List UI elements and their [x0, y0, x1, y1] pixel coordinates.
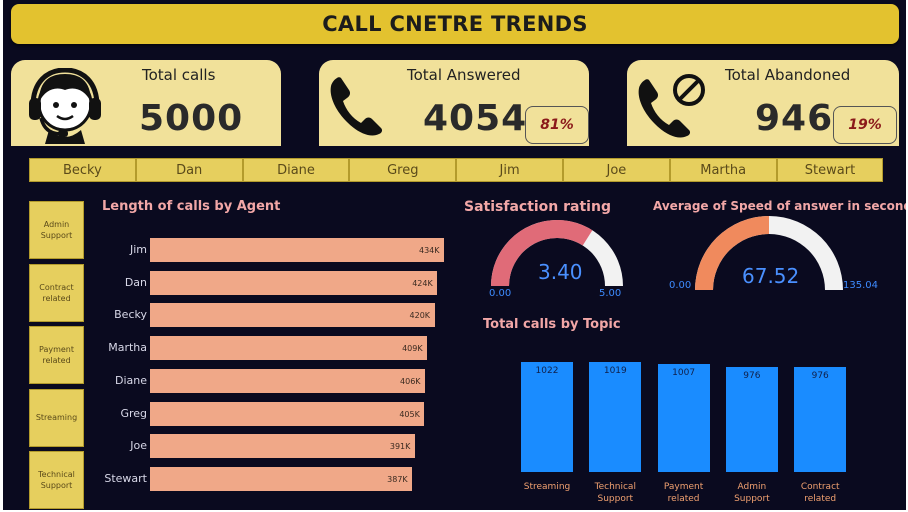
- satisfaction-gauge: [491, 220, 623, 286]
- satisfaction-gauge-fill: [491, 220, 593, 286]
- topic-slicer: Admin Support Contract related Payment r…: [29, 201, 84, 510]
- hbar-category-label: Becky: [114, 308, 147, 322]
- hbar-bar[interactable]: [150, 368, 426, 393]
- hbar-value-label: 420K: [409, 311, 431, 321]
- hbar-bar[interactable]: [150, 401, 425, 426]
- hbar-category-label: Dan: [124, 275, 147, 289]
- vbar-value-label: 1019: [603, 366, 627, 377]
- vbar-value-label: 1007: [672, 367, 696, 378]
- hbar-category-label: Greg: [120, 406, 147, 420]
- agent-filter-jim[interactable]: Jim: [456, 158, 563, 182]
- hbar-category-label: Joe: [130, 439, 147, 453]
- hbar-value-label: 387K: [387, 474, 408, 484]
- vbar-bar[interactable]: [657, 363, 710, 472]
- satisfaction-value: 3.40: [538, 260, 583, 284]
- phone-icon: [330, 77, 383, 136]
- hbar-value-label: 391K: [389, 442, 411, 452]
- kpi-total-abandoned-value: 946: [755, 98, 834, 139]
- topic-filter-payment-related[interactable]: Payment related: [29, 326, 84, 384]
- length-of-calls-title: Length of calls by Agent: [102, 199, 281, 214]
- kpi-total-calls-value: 5000: [139, 98, 244, 139]
- topic-filter-technical-support[interactable]: Technical Support: [29, 451, 84, 509]
- kpi-total-answered-value: 4054: [423, 98, 528, 139]
- hbar-category-label: Stewart: [104, 471, 147, 485]
- vbar-category-label: Streaming: [523, 482, 571, 492]
- vbar-bar[interactable]: [725, 366, 778, 472]
- hbar-value-label: 406K: [400, 376, 421, 386]
- satisfaction-title: Satisfaction rating: [464, 199, 611, 215]
- vbar-value-label: 1022: [535, 366, 559, 376]
- agent-filter-becky[interactable]: Becky: [29, 158, 136, 182]
- vbar-category-label: Admin Support: [734, 482, 770, 504]
- agent-filter-martha[interactable]: Martha: [669, 158, 777, 182]
- speed-of-answer-title: Average of Speed of answer in seconds: [653, 199, 906, 213]
- satisfaction-min-label: 0.00: [489, 288, 512, 299]
- vbar-value-label: 976: [811, 370, 829, 381]
- hbar-value-label: 424K: [412, 278, 433, 288]
- hbar-category-label: Jim: [129, 243, 147, 256]
- hbar-bar[interactable]: [150, 434, 415, 459]
- vbar-category-label: Payment related: [663, 482, 704, 504]
- agent-slicer: Becky Dan Diane Greg Jim Joe Martha Stew…: [29, 158, 884, 182]
- vbar-value-label: 976: [743, 370, 761, 381]
- topic-filter-streaming[interactable]: Streaming: [29, 388, 84, 447]
- kpi-total-calls-label: Total calls: [142, 66, 216, 84]
- kpi-total-abandoned-card: Total Abandoned 946 19%: [627, 60, 899, 146]
- kpi-total-calls-card: Total calls 5000: [11, 60, 281, 146]
- kpi-total-abandoned-label: Total Abandoned: [725, 66, 851, 84]
- vbar-bar[interactable]: [521, 362, 573, 472]
- hbar-category-label: Diane: [114, 373, 147, 387]
- hbar-bar[interactable]: [150, 336, 428, 361]
- agent-filter-dan[interactable]: Dan: [135, 158, 243, 182]
- hbar-category-label: Martha: [108, 341, 147, 355]
- hbar-value-label: 409K: [402, 344, 423, 354]
- kpi-abandoned-percent: 19%: [833, 106, 897, 144]
- speed-gauge-fill: [695, 216, 769, 290]
- speed-min-label: 0.00: [669, 280, 692, 291]
- speed-of-answer-value: 67.52: [742, 264, 800, 288]
- hbar-bar[interactable]: [150, 303, 435, 328]
- agent-filter-joe[interactable]: Joe: [562, 158, 670, 182]
- speed-max-label: 135.04: [843, 280, 878, 291]
- page-title: CALL CNETRE TRENDS: [322, 12, 588, 36]
- hbar-bar[interactable]: [150, 270, 438, 295]
- calls-by-topic-title: Total calls by Topic: [483, 317, 621, 332]
- vbar-category-label: Technical Support: [594, 482, 636, 504]
- vbar-bar[interactable]: [589, 362, 642, 472]
- hbar-bar[interactable]: [150, 466, 413, 491]
- vbar-category-label: Contract related: [800, 482, 840, 504]
- kpi-total-answered-card: Total Answered 4054 81%: [319, 60, 589, 146]
- hbar-value-label: 405K: [399, 409, 420, 419]
- title-bar: CALL CNETRE TRENDS: [11, 4, 899, 44]
- vbar-bar[interactable]: [794, 366, 847, 472]
- dashboard-canvas: CALL CNETRE TRENDS Total calls 5000 Tota…: [3, 0, 906, 510]
- kpi-answered-percent: 81%: [525, 106, 589, 144]
- agent-filter-greg[interactable]: Greg: [349, 158, 457, 182]
- hbar-value-label: 434K: [419, 246, 440, 255]
- agent-filter-diane[interactable]: Diane: [242, 158, 350, 182]
- phone-blocked-icon: [638, 74, 705, 138]
- topic-filter-admin-support[interactable]: Admin Support: [29, 201, 84, 259]
- speed-of-answer-gauge: [695, 216, 843, 290]
- headset-agent-icon: [29, 68, 101, 144]
- kpi-total-answered-label: Total Answered: [407, 66, 521, 84]
- topic-filter-contract-related[interactable]: Contract related: [29, 263, 84, 322]
- satisfaction-max-label: 5.00: [599, 288, 622, 299]
- hbar-bar[interactable]: [150, 238, 444, 262]
- agent-filter-stewart[interactable]: Stewart: [776, 158, 884, 182]
